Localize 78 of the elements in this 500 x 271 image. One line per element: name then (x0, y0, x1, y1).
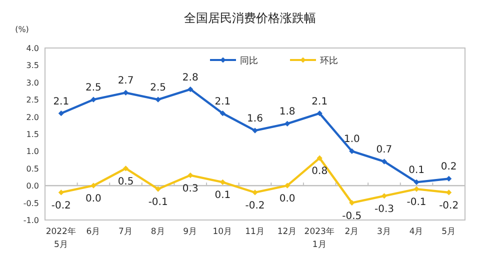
data-label: 0.1 (408, 165, 424, 176)
point (90, 182, 96, 188)
point (414, 186, 420, 192)
data-label: 0.0 (279, 194, 296, 205)
data-label: -0.2 (245, 200, 265, 212)
x-tick-label: 4月 (409, 227, 424, 237)
x-tick-label: 5月 (442, 227, 456, 237)
data-label: 2.5 (150, 82, 166, 94)
data-label: 0.8 (312, 166, 328, 178)
data-label: 0.5 (118, 176, 134, 188)
x-tick-label: 7月 (118, 227, 133, 237)
x-tick-label: 12月 (277, 227, 298, 237)
data-label: 0.3 (182, 183, 198, 194)
legend-label: 同比 (240, 56, 258, 66)
chart-title: 全国居民消费价格涨跌幅 (184, 11, 316, 25)
y-tick-label: 2.0 (26, 112, 39, 122)
data-label: 2.1 (312, 96, 328, 108)
y-tick-label: 2.5 (26, 96, 39, 105)
point (188, 172, 194, 178)
point (220, 110, 226, 116)
point (316, 155, 322, 161)
x-tick-label: 6月 (86, 227, 101, 237)
y-tick-label: 0.0 (26, 182, 39, 191)
x-tick-label: 8月 (150, 227, 166, 237)
data-label: -0.3 (374, 204, 394, 215)
point (155, 96, 161, 102)
data-label: 2.5 (86, 82, 102, 94)
data-label: -0.5 (342, 210, 362, 222)
data-label: -0.1 (148, 197, 168, 208)
data-label: 1.0 (344, 134, 360, 146)
x-tick-label: 11月 (245, 227, 265, 237)
y-tick-label: 0.5 (26, 164, 39, 174)
point (220, 179, 226, 185)
point (252, 128, 258, 134)
point (188, 86, 194, 92)
legend-label: 环比 (320, 56, 338, 66)
data-label: 2.1 (214, 96, 231, 108)
y-tick-label: 4.0 (26, 44, 39, 53)
point (155, 186, 161, 192)
y-tick-label: -1.0 (23, 216, 39, 225)
point (349, 200, 355, 206)
x-tick-label: 2022年 5月 (46, 226, 76, 250)
y-tick-label: 1.5 (26, 130, 39, 139)
point (349, 148, 355, 154)
y-tick-label: 3.0 (26, 78, 39, 88)
data-label: -0.2 (439, 200, 459, 212)
data-label: 2.7 (118, 76, 134, 87)
point (446, 190, 452, 196)
x-tick-label: 9月 (183, 227, 198, 237)
point (58, 190, 64, 196)
point (90, 96, 96, 102)
data-label: 0.2 (440, 162, 457, 173)
point (284, 182, 290, 188)
y-axis-title: (%) (15, 25, 29, 34)
x-tick-label: 3月 (377, 227, 392, 237)
data-label: -0.2 (51, 200, 71, 212)
y-tick-label: -0.5 (23, 198, 39, 208)
point (252, 190, 258, 196)
point (446, 176, 452, 182)
y-tick-label: 1.0 (26, 147, 39, 156)
point (122, 166, 129, 172)
point (381, 158, 388, 164)
data-label: 0.1 (214, 190, 231, 202)
data-label: 2.1 (53, 96, 70, 108)
point (122, 90, 129, 96)
data-label: 1.6 (247, 114, 263, 125)
data-label: 1.8 (279, 106, 296, 118)
y-tick-label: 3.5 (26, 61, 39, 70)
x-tick-label: 2月 (344, 227, 360, 237)
x-tick-label: 10月 (212, 227, 233, 237)
point (316, 110, 322, 116)
x-tick-label: 2023年 1月 (304, 226, 335, 250)
data-label: 0.0 (86, 194, 102, 205)
point (58, 110, 64, 116)
data-label: 0.7 (376, 144, 392, 156)
data-label: 2.8 (182, 72, 198, 84)
data-label: -0.1 (406, 197, 426, 208)
point (284, 120, 290, 126)
